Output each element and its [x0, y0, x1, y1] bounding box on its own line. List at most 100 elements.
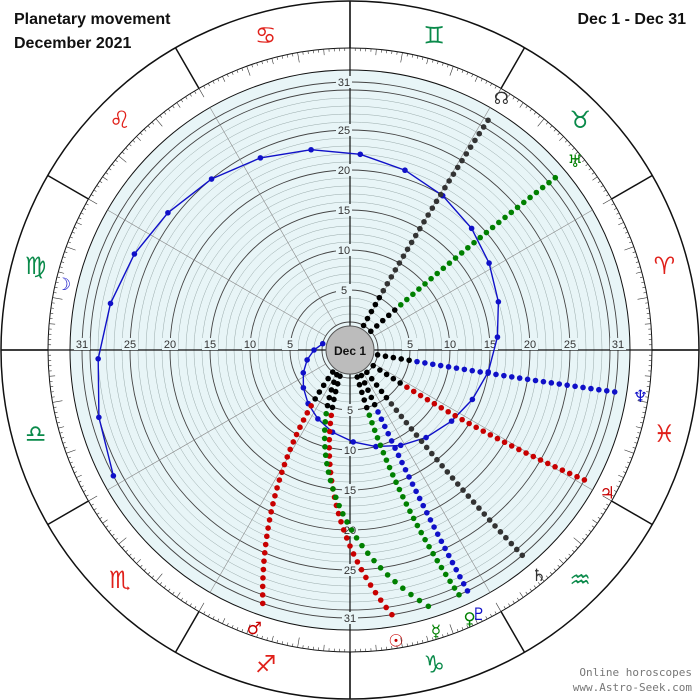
degree-tick: [519, 102, 524, 108]
uranus-point: [385, 312, 392, 319]
moon-point: [300, 384, 307, 391]
radial-tick-label: 15: [338, 205, 350, 217]
degree-tick: [635, 426, 642, 429]
mercury-point: [408, 591, 414, 598]
degree-tick: [642, 411, 646, 414]
pluto-point: [395, 452, 402, 459]
radial-tick-label: 25: [344, 565, 356, 577]
degree-tick: [73, 471, 77, 474]
radial-guide: [107, 209, 326, 337]
mars-point: [265, 525, 271, 531]
degree-tick: [54, 286, 58, 289]
degree-tick: [281, 641, 284, 645]
degree-tick: [602, 198, 612, 205]
neptune-point: [564, 382, 570, 388]
degree-tick: [147, 571, 151, 575]
chart-subtitle: December 2021: [14, 35, 132, 52]
degree-tick: [643, 406, 647, 408]
degree-tick: [432, 637, 434, 641]
degree-tick: [256, 62, 258, 66]
degree-tick: [90, 194, 94, 197]
degree-tick: [203, 85, 206, 89]
sun-point: [327, 420, 334, 427]
degree-tick: [168, 108, 171, 112]
uranus-point: [434, 270, 440, 277]
moon-point: [469, 396, 476, 403]
mercury-point: [322, 452, 329, 459]
sun-point: [326, 436, 333, 443]
neptune-point: [516, 375, 523, 381]
mercury-point: [330, 486, 336, 492]
neptune-point: [437, 362, 444, 369]
neptune-point: [398, 356, 405, 362]
degree-tick: [297, 52, 300, 63]
degree-tick: [212, 80, 215, 84]
mercury-point: [377, 565, 384, 571]
degree-tick: [323, 49, 325, 56]
degree-tick: [241, 67, 244, 71]
degree-tick: [222, 76, 226, 82]
venus-point: [377, 442, 384, 449]
sign-divider: [47, 500, 89, 526]
moon-point: [373, 443, 379, 450]
degree-tick: [236, 627, 239, 631]
degree-tick: [422, 640, 424, 644]
saturn-point: [481, 511, 488, 517]
jupiter-point: [581, 477, 588, 483]
degree-tick: [105, 172, 109, 175]
uranus-point: [373, 323, 380, 329]
degree-tick: [88, 198, 98, 205]
saturn-point: [497, 529, 504, 535]
degree-tick: [512, 96, 515, 100]
radial-tick-label: 15: [204, 339, 216, 351]
venus-point: [400, 493, 406, 500]
degree-tick: [618, 217, 622, 220]
pluto-point: [409, 481, 416, 487]
jupiter-point: [390, 375, 397, 382]
jupiter-point: [508, 443, 515, 449]
degree-tick: [136, 559, 141, 564]
sun-point: [383, 604, 389, 611]
degree-tick: [159, 115, 163, 118]
degree-tick: [80, 212, 84, 215]
pluto-point: [381, 423, 388, 430]
mercury-point: [364, 550, 371, 557]
mars-point: [304, 410, 311, 416]
degree-tick: [625, 231, 629, 234]
degree-tick: [466, 625, 469, 629]
north-node-point: [421, 219, 427, 225]
degree-tick: [426, 58, 429, 65]
degree-tick: [525, 105, 528, 109]
degree-tick: [426, 635, 429, 642]
degree-tick: [292, 53, 294, 57]
degree-tick: [76, 474, 82, 478]
degree-tick: [508, 603, 511, 607]
degree-tick: [447, 64, 449, 68]
pluto-icon: ♇: [471, 605, 486, 625]
mars-point: [274, 485, 280, 491]
degree-tick: [61, 437, 65, 439]
jupiter-point: [445, 408, 451, 415]
jupiter-point: [397, 380, 403, 386]
degree-tick: [78, 217, 82, 220]
degree-tick: [58, 271, 65, 274]
venus-point: [414, 522, 421, 529]
zodiac-pisces-icon: ♓: [654, 420, 676, 448]
moon-point: [165, 209, 171, 216]
uranus-point: [404, 296, 410, 303]
mercury-point: [321, 435, 328, 442]
mercury-point: [340, 511, 346, 517]
saturn-point: [434, 456, 440, 463]
jupiter-point: [383, 371, 390, 378]
pluto-point: [388, 438, 395, 444]
degree-tick: [180, 597, 184, 601]
uranus-point: [502, 214, 508, 221]
degree-tick: [637, 400, 648, 403]
north-node-point: [400, 253, 407, 259]
degree-tick: [613, 490, 617, 493]
venus-point: [356, 381, 363, 388]
mars-point: [312, 396, 318, 402]
mars-point: [262, 541, 269, 548]
degree-tick: [447, 632, 449, 636]
degree-tick: [553, 568, 557, 572]
